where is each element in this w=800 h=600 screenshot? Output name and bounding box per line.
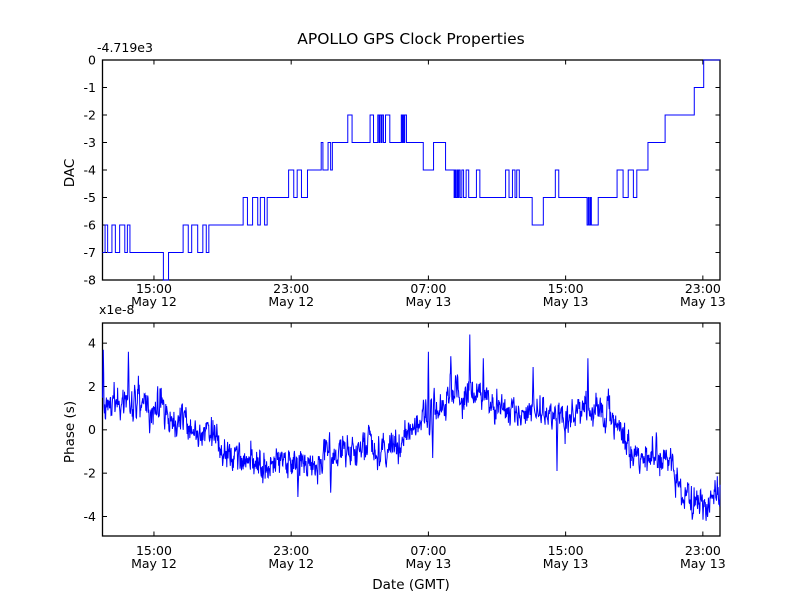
- dac-axis-offset-label: -4.719e3: [97, 40, 153, 55]
- dac-x-tick-label: 23:00: [273, 281, 309, 296]
- phase-y-tick-label: -4: [84, 509, 97, 524]
- dac-y-tick-label: -1: [84, 80, 96, 95]
- phase-y-tick-label: -2: [84, 465, 96, 480]
- dac-y-tick-label: -7: [84, 245, 96, 260]
- dac-x-tick-label: May 13: [543, 294, 589, 309]
- phase-x-tick-label: May 13: [406, 556, 452, 571]
- dac-x-tick-label: May 13: [406, 294, 452, 309]
- phase-axis-offset-label: x1e-8: [99, 302, 135, 317]
- dac-axes-frame: [101, 59, 721, 281]
- dac-x-tick-label: 15:00: [136, 281, 172, 296]
- dac-x-tick-label: 07:00: [410, 281, 446, 296]
- date-x-axis-label: Date (GMT): [372, 577, 450, 593]
- dac-data-line: [102, 59, 720, 281]
- phase-x-tick-label: 23:00: [273, 543, 309, 558]
- phase-x-tick-label: May 12: [131, 556, 177, 571]
- dac-y-axis-label: DAC: [62, 158, 78, 188]
- chart-title: APOLLO GPS Clock Properties: [297, 30, 525, 48]
- dac-x-tick-label: 15:00: [548, 281, 584, 296]
- dac-y-tick-label: -5: [84, 190, 96, 205]
- phase-x-tick-label: 07:00: [410, 543, 446, 558]
- phase-x-tick-label: 15:00: [548, 543, 584, 558]
- phase-x-tick-label: May 13: [543, 556, 589, 571]
- dac-y-tick-label: -3: [84, 135, 96, 150]
- dac-y-tick-label: -8: [84, 272, 97, 287]
- dac-x-tick-label: 23:00: [685, 281, 721, 296]
- phase-y-axis-label: Phase (s): [62, 400, 78, 464]
- dac-y-tick-label: -4: [84, 162, 97, 177]
- phase-y-tick-label: 4: [88, 335, 96, 350]
- dac-x-tick-label: May 13: [680, 294, 726, 309]
- dac-y-tick-label: -6: [84, 217, 97, 232]
- dac-y-tick-label: -2: [84, 107, 96, 122]
- phase-y-tick-label: 0: [88, 422, 96, 437]
- dac-x-tick-label: May 12: [131, 294, 177, 309]
- phase-x-tick-label: May 13: [680, 556, 726, 571]
- phase-x-tick-label: 15:00: [136, 543, 172, 558]
- phase-x-tick-label: 23:00: [685, 543, 721, 558]
- dac-x-tick-label: May 12: [268, 294, 314, 309]
- phase-data-line: [102, 334, 721, 521]
- phase-x-tick-label: May 12: [268, 556, 314, 571]
- dac-y-tick-label: 0: [88, 52, 96, 67]
- phase-y-tick-label: 2: [88, 379, 96, 394]
